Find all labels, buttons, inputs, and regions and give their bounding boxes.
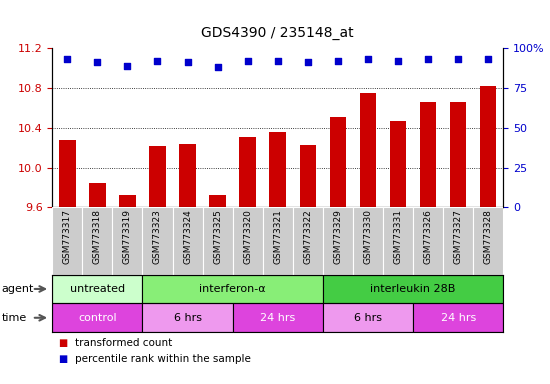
Bar bbox=[149, 146, 166, 207]
Text: GSM773322: GSM773322 bbox=[303, 209, 312, 264]
Bar bbox=[323, 207, 353, 275]
Bar bbox=[233, 303, 323, 332]
Text: GSM773327: GSM773327 bbox=[454, 209, 463, 264]
Bar bbox=[82, 207, 112, 275]
Text: GDS4390 / 235148_at: GDS4390 / 235148_at bbox=[201, 26, 354, 40]
Point bbox=[153, 58, 162, 64]
Text: GSM773321: GSM773321 bbox=[273, 209, 282, 264]
Text: 24 hrs: 24 hrs bbox=[260, 313, 295, 323]
Bar bbox=[390, 121, 406, 207]
Point bbox=[93, 59, 102, 65]
Bar bbox=[329, 117, 346, 207]
Bar bbox=[420, 102, 436, 207]
Text: GSM773328: GSM773328 bbox=[483, 209, 493, 264]
Point bbox=[63, 56, 72, 62]
Text: interleukin 28B: interleukin 28B bbox=[370, 284, 456, 294]
Bar bbox=[293, 207, 323, 275]
Bar bbox=[353, 207, 383, 275]
Text: GSM773331: GSM773331 bbox=[393, 209, 403, 264]
Bar bbox=[443, 207, 473, 275]
Text: GSM773324: GSM773324 bbox=[183, 209, 192, 264]
Text: 6 hrs: 6 hrs bbox=[174, 313, 201, 323]
Text: 24 hrs: 24 hrs bbox=[441, 313, 476, 323]
Text: GSM773325: GSM773325 bbox=[213, 209, 222, 264]
Bar bbox=[142, 303, 233, 332]
Point bbox=[424, 56, 432, 62]
Bar bbox=[142, 207, 173, 275]
Point bbox=[364, 56, 372, 62]
Point bbox=[243, 58, 252, 64]
Bar bbox=[413, 207, 443, 275]
Bar bbox=[210, 195, 226, 207]
Text: untreated: untreated bbox=[70, 284, 125, 294]
Text: GSM773320: GSM773320 bbox=[243, 209, 252, 264]
Bar bbox=[263, 207, 293, 275]
Text: GSM773330: GSM773330 bbox=[364, 209, 372, 264]
Bar bbox=[173, 207, 202, 275]
Bar bbox=[473, 207, 503, 275]
Bar bbox=[360, 93, 376, 207]
Bar bbox=[89, 184, 106, 207]
Point bbox=[273, 58, 282, 64]
Bar bbox=[233, 207, 263, 275]
Bar bbox=[59, 140, 75, 207]
Text: percentile rank within the sample: percentile rank within the sample bbox=[75, 354, 251, 364]
Point bbox=[213, 64, 222, 70]
Point bbox=[333, 58, 342, 64]
Text: GSM773318: GSM773318 bbox=[93, 209, 102, 264]
Bar bbox=[323, 303, 413, 332]
Point bbox=[123, 63, 132, 69]
Text: 6 hrs: 6 hrs bbox=[354, 313, 382, 323]
Text: GSM773329: GSM773329 bbox=[333, 209, 343, 264]
Bar bbox=[142, 275, 323, 303]
Bar bbox=[52, 303, 142, 332]
Text: time: time bbox=[2, 313, 27, 323]
Text: GSM773319: GSM773319 bbox=[123, 209, 132, 264]
Text: GSM773317: GSM773317 bbox=[63, 209, 72, 264]
Bar bbox=[119, 195, 136, 207]
Bar bbox=[450, 102, 466, 207]
Bar bbox=[112, 207, 142, 275]
Point bbox=[304, 59, 312, 65]
Point bbox=[394, 58, 403, 64]
Point bbox=[484, 56, 493, 62]
Bar bbox=[323, 275, 503, 303]
Bar bbox=[52, 275, 142, 303]
Bar bbox=[270, 132, 286, 207]
Text: GSM773326: GSM773326 bbox=[424, 209, 433, 264]
Bar bbox=[300, 145, 316, 207]
Point bbox=[454, 56, 463, 62]
Bar bbox=[52, 207, 82, 275]
Text: transformed count: transformed count bbox=[75, 338, 173, 348]
Bar bbox=[179, 144, 196, 207]
Text: control: control bbox=[78, 313, 117, 323]
Text: interferon-α: interferon-α bbox=[199, 284, 266, 294]
Bar bbox=[413, 303, 503, 332]
Bar bbox=[202, 207, 233, 275]
Point bbox=[183, 59, 192, 65]
Text: ■: ■ bbox=[58, 354, 67, 364]
Text: agent: agent bbox=[2, 284, 34, 294]
Bar bbox=[480, 86, 497, 207]
Bar bbox=[383, 207, 413, 275]
Text: GSM773323: GSM773323 bbox=[153, 209, 162, 264]
Text: ■: ■ bbox=[58, 338, 67, 348]
Bar bbox=[239, 137, 256, 207]
